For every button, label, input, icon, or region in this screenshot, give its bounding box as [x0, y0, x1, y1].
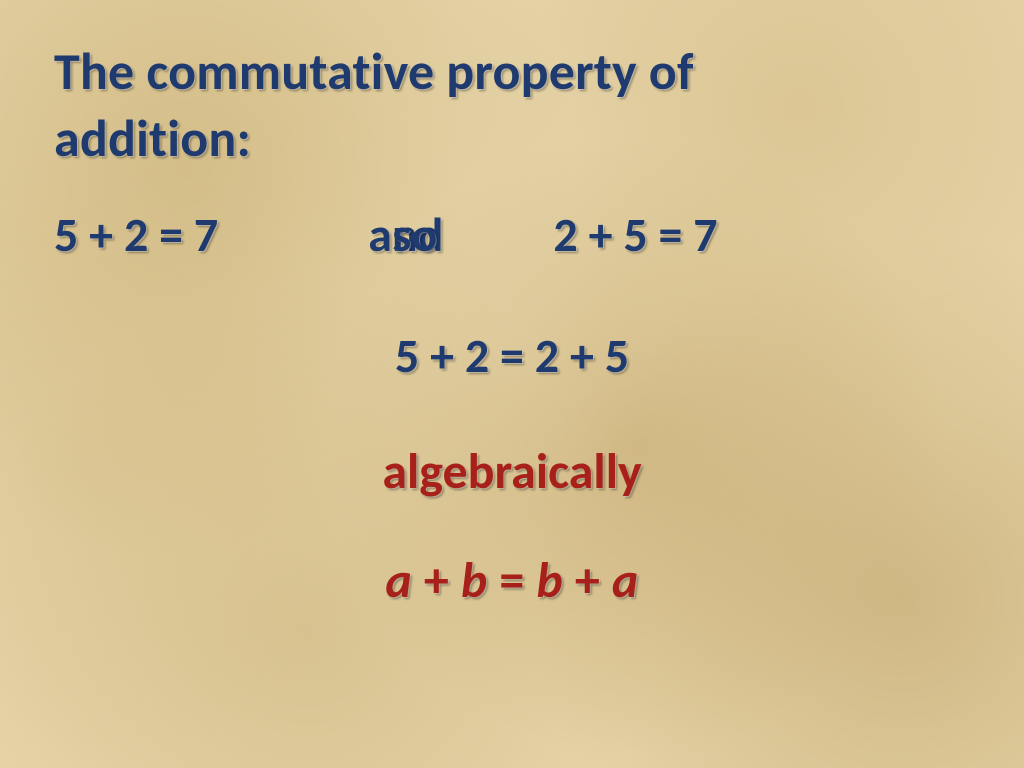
example-row: 5 + 2 = 7 and so 2 + 5 = 7 [54, 205, 970, 264]
formula-eq: = [488, 550, 537, 611]
algebraic-formula: a + b = b + a [54, 550, 970, 611]
algebraically-label: algebraically [54, 441, 970, 502]
formula-b: b [461, 550, 488, 611]
formula-b2: b [536, 550, 563, 611]
connector-so: so [392, 205, 437, 264]
formula-a2: a [612, 550, 639, 611]
slide-commutative-property: The commutative property of addition: 5 … [0, 0, 1024, 768]
connector-overlap: and so [368, 205, 443, 264]
example-right: 2 + 5 = 7 [553, 205, 717, 264]
slide-heading: The commutative property of addition: [54, 38, 970, 171]
formula-a: a [385, 550, 412, 611]
combined-equation: 5 + 2 = 2 + 5 [54, 326, 970, 385]
example-left: 5 + 2 = 7 [54, 205, 218, 264]
heading-line-2: addition: [54, 106, 251, 170]
formula-plus-2: + [563, 550, 612, 611]
heading-line-1: The commutative property of [54, 39, 694, 103]
formula-plus-1: + [412, 550, 461, 611]
